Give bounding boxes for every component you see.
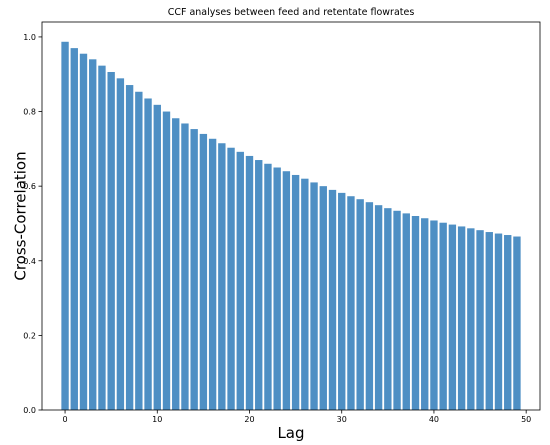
bar-lag-19 bbox=[236, 151, 244, 411]
bar-lag-5 bbox=[107, 71, 115, 410]
y-tick-label: 0.2 bbox=[23, 331, 36, 340]
x-tick-label: 40 bbox=[429, 415, 439, 424]
bar-lag-13 bbox=[181, 123, 189, 410]
bar-lag-6 bbox=[116, 78, 125, 410]
y-axis: 0.0 0.2 0.4 0.6 0.8 1.0 bbox=[23, 33, 42, 415]
y-tick-label: 0.8 bbox=[23, 108, 36, 117]
bar-lag-20 bbox=[245, 155, 254, 410]
bar-lag-29 bbox=[328, 189, 337, 410]
bar-lag-48 bbox=[504, 235, 512, 410]
bar-lag-25 bbox=[291, 174, 300, 410]
bar-lag-33 bbox=[365, 202, 374, 410]
bar-lag-11 bbox=[162, 111, 171, 411]
chart-title: CCF analyses between feed and retentate … bbox=[168, 7, 415, 18]
x-tick-label: 10 bbox=[152, 415, 162, 424]
bar-lag-24 bbox=[282, 171, 291, 410]
bar-lag-28 bbox=[319, 186, 327, 410]
bar-lag-23 bbox=[273, 167, 281, 410]
bar-lag-15 bbox=[199, 133, 208, 410]
bar-lag-32 bbox=[356, 199, 364, 410]
y-tick-label: 0.4 bbox=[23, 257, 36, 266]
bar-lag-43 bbox=[457, 226, 466, 410]
bar-lag-0 bbox=[61, 41, 69, 411]
bar-lag-10 bbox=[153, 104, 161, 411]
bars-group bbox=[61, 41, 521, 411]
bar-lag-27 bbox=[310, 182, 318, 410]
bar-lag-8 bbox=[135, 91, 143, 410]
bar-lag-16 bbox=[208, 138, 217, 410]
bar-lag-41 bbox=[439, 222, 447, 410]
bar-lag-35 bbox=[384, 208, 392, 410]
bar-lag-49 bbox=[513, 236, 521, 410]
bar-lag-31 bbox=[347, 196, 355, 410]
bar-lag-45 bbox=[476, 230, 484, 410]
bar-lag-30 bbox=[338, 192, 346, 410]
y-tick-label: 1.0 bbox=[23, 33, 36, 42]
bar-lag-7 bbox=[125, 85, 134, 411]
bar-lag-46 bbox=[485, 232, 493, 410]
x-tick-label: 30 bbox=[337, 415, 347, 424]
x-tick-label: 20 bbox=[244, 415, 254, 424]
bar-lag-22 bbox=[264, 163, 272, 410]
bar-lag-4 bbox=[98, 65, 106, 411]
plot-frame bbox=[41, 21, 541, 411]
bar-lag-36 bbox=[393, 210, 401, 410]
bar-lag-3 bbox=[89, 59, 97, 411]
bar-lag-18 bbox=[227, 147, 235, 410]
bar-lag-40 bbox=[430, 220, 438, 410]
bar-lag-17 bbox=[218, 143, 226, 410]
y-axis-label: Cross-Correlation bbox=[11, 151, 29, 280]
bar-lag-1 bbox=[70, 48, 78, 410]
bar-lag-42 bbox=[448, 224, 457, 410]
bar-lag-44 bbox=[467, 228, 475, 410]
bar-lag-21 bbox=[255, 160, 263, 410]
bar-lag-37 bbox=[402, 213, 410, 410]
bar-lag-2 bbox=[79, 53, 88, 410]
bar-lag-47 bbox=[494, 233, 503, 410]
bar-lag-9 bbox=[144, 98, 152, 410]
x-axis: 0 10 20 30 40 50 bbox=[63, 410, 531, 424]
x-tick-label: 0 bbox=[63, 415, 68, 424]
bar-lag-38 bbox=[411, 216, 420, 410]
bar-lag-39 bbox=[421, 218, 429, 410]
x-tick-label: 50 bbox=[521, 415, 531, 424]
bar-lag-12 bbox=[172, 118, 180, 410]
y-tick-label: 0.0 bbox=[23, 406, 36, 415]
bar-lag-26 bbox=[301, 178, 309, 410]
bar-lag-34 bbox=[374, 205, 383, 410]
y-tick-label: 0.6 bbox=[23, 182, 36, 191]
x-axis-label: Lag bbox=[277, 424, 304, 442]
bar-lag-14 bbox=[190, 129, 198, 411]
